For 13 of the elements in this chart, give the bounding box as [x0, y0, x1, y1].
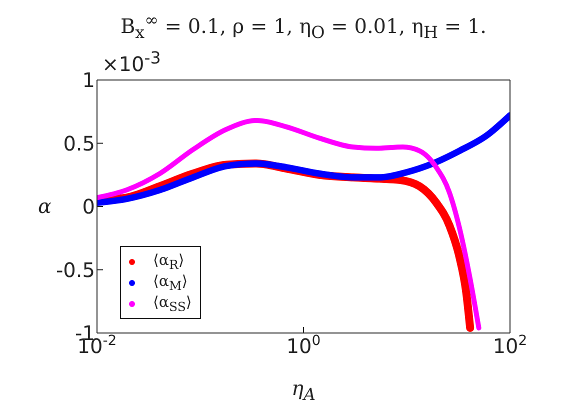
legend-label: ⟨α$_{SS}$⟩ [153, 293, 192, 314]
x-tick-label: 10$^{0}$ [286, 333, 321, 358]
y-tick-label: -0.5 [56, 258, 95, 282]
y-tick-label: 0 [82, 194, 95, 218]
chart-title: B$_{x}$$^{∞}$ = 0.1, ρ = 1, η$_{O}$ = 0.01, η$_{H}$ = 1. [120, 10, 487, 42]
legend-label: ⟨α$_{R}$⟩ [153, 251, 184, 272]
y-axis-title: α [38, 194, 52, 218]
x-axis-title: η$_{A}$ [291, 376, 316, 404]
x-tick-label: 10$^{2}$ [492, 333, 528, 358]
y-tick-label: 0.5 [63, 131, 95, 156]
y-tick-label: 1 [82, 68, 95, 92]
text: ×10$^{-3}$ [102, 48, 161, 76]
legend-label: ⟨α$_{M}$⟩ [153, 272, 188, 293]
